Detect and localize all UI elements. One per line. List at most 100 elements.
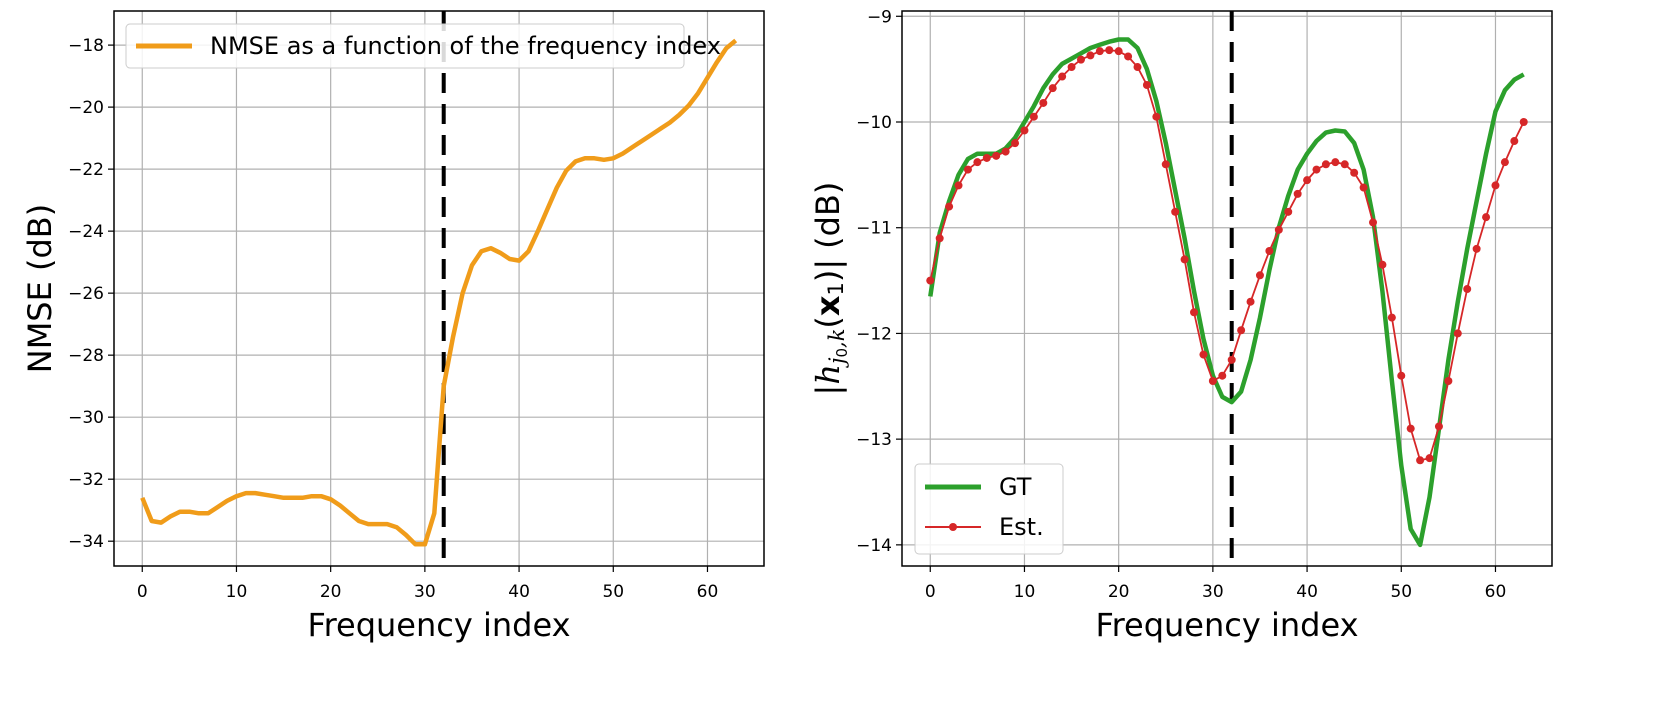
data-point xyxy=(1340,160,1349,169)
data-point xyxy=(1510,137,1519,146)
nmse-panel: 0 10 20 30 40 50 60 −34 −32 −30 −28 −26 −24 −22 −20 −18… xyxy=(21,10,765,644)
data-point xyxy=(926,276,935,285)
y-tick-label: −9 xyxy=(867,7,892,27)
data-point xyxy=(1331,158,1340,167)
data-point xyxy=(1039,98,1048,107)
x-axis-label: Frequency index xyxy=(307,606,570,644)
legend-label-nmse: NMSE as a function of the frequency inde… xyxy=(210,32,721,60)
y-tick-label: −32 xyxy=(68,470,104,490)
data-point xyxy=(1434,422,1443,431)
x-tick-label: 50 xyxy=(1390,582,1412,602)
x-tick-label: 30 xyxy=(1202,582,1224,602)
data-point xyxy=(1463,285,1472,294)
x-tick-label: 10 xyxy=(226,582,248,602)
y-tick-label: −22 xyxy=(68,160,104,180)
y-tick-label: −11 xyxy=(856,219,892,239)
x-tick-label: 40 xyxy=(1296,582,1318,602)
data-point xyxy=(1142,81,1151,89)
data-point xyxy=(1180,255,1189,264)
x-tick-label: 0 xyxy=(925,582,936,602)
y-tick-label: −20 xyxy=(68,98,104,118)
data-point xyxy=(1397,371,1406,380)
data-point xyxy=(1265,246,1274,255)
data-point xyxy=(1114,47,1123,56)
data-point xyxy=(1190,308,1199,317)
y-axis-label: NMSE (dB) xyxy=(21,204,59,373)
data-point xyxy=(1076,55,1085,64)
x-tick-label: 20 xyxy=(320,582,342,602)
data-point xyxy=(1482,213,1491,222)
legend: GT Est. xyxy=(914,463,1064,555)
tick-labels: 0 10 20 30 40 50 60 −34 −32 −30 −28 −26 −24 −22 −20 −18 xyxy=(68,36,718,602)
data-point xyxy=(1255,271,1264,280)
data-point xyxy=(1500,158,1509,167)
data-point xyxy=(1246,297,1255,306)
data-point xyxy=(1237,326,1246,335)
x-tick-label: 50 xyxy=(602,582,624,602)
y-tick-label: −24 xyxy=(68,222,104,242)
data-point xyxy=(1095,47,1104,56)
plot-frame xyxy=(901,10,1553,567)
data-point xyxy=(1453,329,1462,338)
legend-marker-est xyxy=(949,523,957,531)
data-point xyxy=(1274,225,1283,234)
channel-magnitude-panel: 0 10 20 30 40 50 60 −14 −13 −12 −11 −10 −9 Frequency… xyxy=(809,7,1553,644)
series-line-est xyxy=(929,49,1525,462)
x-tick-label: 20 xyxy=(1108,582,1130,602)
series-line-gt xyxy=(928,37,1525,548)
data-point xyxy=(1416,456,1425,465)
data-point xyxy=(1171,207,1180,216)
data-point xyxy=(1321,160,1330,169)
y-tick-label: −13 xyxy=(856,430,892,450)
y-tick-label: −10 xyxy=(856,113,892,133)
data-point xyxy=(1218,371,1227,380)
data-point xyxy=(1359,183,1368,192)
data-point xyxy=(982,153,991,162)
data-point xyxy=(1105,46,1114,55)
x-tick-label: 40 xyxy=(508,582,530,602)
y-axis-label: |hj0,k(x1)|(dB) xyxy=(809,182,851,396)
y-tick-label: −28 xyxy=(68,346,104,366)
data-point xyxy=(1406,424,1415,433)
y-tick-label: −26 xyxy=(68,284,104,304)
data-point xyxy=(1011,139,1020,148)
data-point xyxy=(1519,118,1528,126)
data-point xyxy=(1491,181,1500,190)
plot-frame xyxy=(113,10,765,567)
data-point xyxy=(1312,165,1321,174)
data-point xyxy=(1425,454,1434,463)
y-tick-label: −30 xyxy=(68,408,104,428)
data-point xyxy=(1369,218,1378,227)
data-point xyxy=(1303,176,1312,185)
data-point xyxy=(1020,126,1029,135)
x-tick-label: 10 xyxy=(1014,582,1036,602)
series-line-nmse-as-a-function-of-the-frequency-index xyxy=(140,38,738,547)
y-tick-label: −14 xyxy=(856,536,892,556)
data-point xyxy=(1124,52,1133,61)
data-point xyxy=(1152,112,1161,121)
data-point xyxy=(1133,63,1142,72)
legend: NMSE as a function of the frequency inde… xyxy=(125,23,721,69)
legend-box xyxy=(125,23,685,69)
legend-label-est: Est. xyxy=(999,513,1044,541)
data-point xyxy=(1058,72,1067,81)
data-point xyxy=(1444,377,1453,385)
data-point xyxy=(1293,189,1302,198)
data-point xyxy=(945,202,954,211)
data-point xyxy=(1350,168,1359,177)
data-point xyxy=(1001,147,1010,156)
grid xyxy=(114,11,764,566)
data-point xyxy=(1161,160,1170,169)
x-axis-label: Frequency index xyxy=(1095,606,1358,644)
data-point xyxy=(1387,313,1396,322)
y-tick-label: −34 xyxy=(68,532,104,552)
data-point xyxy=(935,234,944,243)
legend-label-gt: GT xyxy=(999,473,1032,501)
x-tick-label: 60 xyxy=(1485,582,1507,602)
data-point xyxy=(1199,350,1208,359)
y-tick-label: −12 xyxy=(856,324,892,344)
data-point xyxy=(1227,355,1236,364)
y-tick-label: −18 xyxy=(68,36,104,56)
data-point xyxy=(1378,260,1387,269)
